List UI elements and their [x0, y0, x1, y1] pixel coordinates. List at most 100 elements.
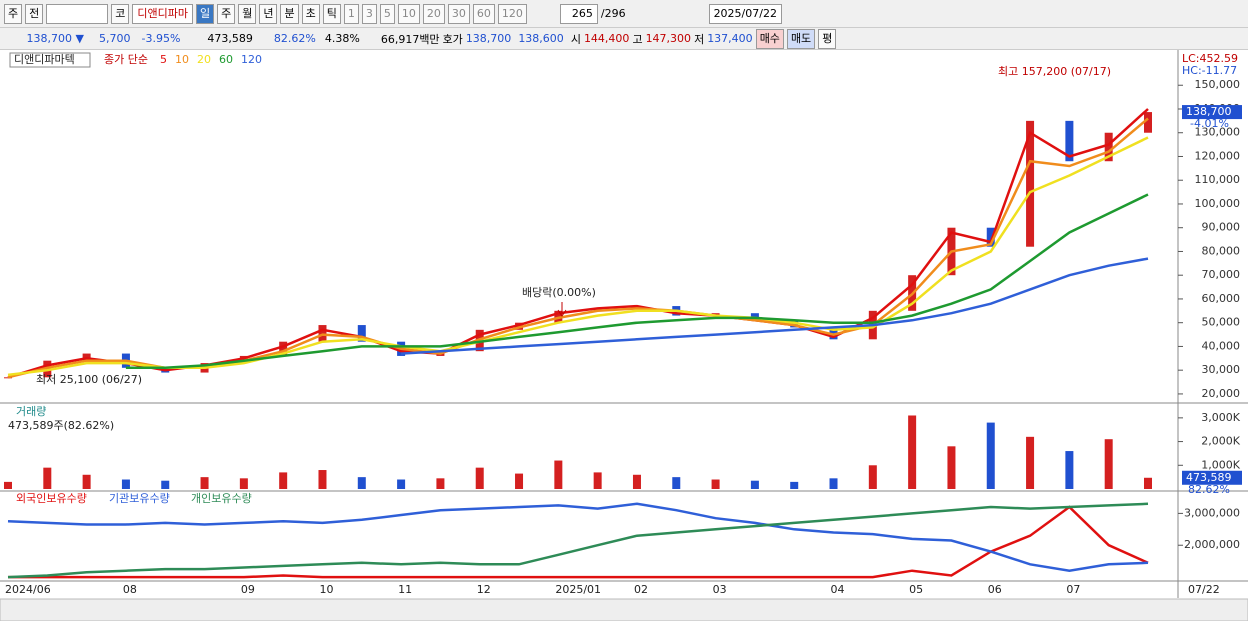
- volume-bar: [357, 477, 366, 489]
- buy-button[interactable]: 매수: [755, 28, 784, 49]
- holding-line: [7, 502, 1149, 579]
- period-button[interactable]: 월: [238, 3, 257, 24]
- period-button[interactable]: 틱: [322, 3, 341, 24]
- y-tick-label: 3,000K: [1201, 411, 1240, 424]
- volume-bar: [239, 478, 248, 489]
- period-button[interactable]: 분: [280, 3, 299, 24]
- volume-bar: [515, 473, 524, 489]
- volume-bar: [200, 477, 209, 489]
- volume-bar: [1026, 436, 1035, 489]
- dividend-arrow: [557, 302, 567, 317]
- candle: [357, 325, 366, 342]
- period-button[interactable]: 년: [259, 3, 278, 24]
- background: [0, 50, 1248, 621]
- interval-button[interactable]: 30: [447, 3, 470, 24]
- y-tick-label: 150,000: [1195, 78, 1241, 91]
- y-tick-label: 90,000: [1202, 221, 1241, 234]
- quote-low: 137,400: [707, 32, 753, 45]
- x-tick-label: 08: [123, 583, 137, 596]
- period-button[interactable]: 일: [195, 3, 215, 24]
- interval-button[interactable]: 120: [497, 3, 527, 24]
- candle: [1144, 112, 1152, 133]
- avg-button[interactable]: 평: [818, 28, 837, 49]
- x-tick-label: 09: [241, 583, 255, 596]
- y-tick-label: 50,000: [1202, 316, 1241, 329]
- last-price: 138,700: [1186, 105, 1232, 118]
- holding-line: [7, 502, 1149, 572]
- candle: [986, 227, 995, 247]
- legend-label: 개인보유수량: [191, 492, 252, 505]
- y-tick-label: 2,000,000: [1184, 538, 1240, 551]
- period-button[interactable]: 초: [301, 3, 320, 24]
- sell-button[interactable]: 매도: [786, 28, 816, 49]
- code-input[interactable]: 347850: [46, 3, 109, 24]
- ma-line: [125, 193, 1149, 370]
- quote-ask: 138,700: [465, 32, 512, 45]
- y-tick-label: 20,000: [1202, 387, 1241, 400]
- kind-button[interactable]: 코: [111, 3, 130, 24]
- volume-bar: [829, 478, 838, 489]
- y-tick-label: 2,000K: [1201, 435, 1240, 448]
- interval-button[interactable]: 3: [361, 3, 377, 24]
- x-tick-label: 07: [1066, 583, 1080, 596]
- y-tick-label: 40,000: [1202, 339, 1241, 352]
- y-tick-label: 100,000: [1195, 197, 1241, 210]
- date-input[interactable]: 2025/07/22: [708, 3, 782, 24]
- quote-amount: 66,917백만: [380, 32, 440, 46]
- volume-bar: [750, 480, 759, 489]
- y-tick-label: 80,000: [1202, 244, 1241, 257]
- interval-button[interactable]: 60: [472, 3, 495, 24]
- quote-low-label: 저: [694, 32, 705, 46]
- y-tick-label: 30,000: [1202, 363, 1241, 376]
- volume-bar: [43, 467, 52, 489]
- volume-bar: [868, 465, 877, 489]
- count-input[interactable]: 265: [559, 3, 598, 24]
- ma-line: [7, 136, 1149, 377]
- chart: 20,000 30,000 40,000 50,000 60,000 70,000 80,0…: [0, 50, 1248, 621]
- volume-bar: [1065, 451, 1074, 489]
- volume-bar: [947, 446, 956, 489]
- y-tick-label: 70,000: [1202, 268, 1241, 281]
- annotation: HC:-11.77: [1182, 64, 1237, 77]
- legend-label: 10: [175, 53, 189, 66]
- market-select[interactable]: 주: [4, 3, 23, 24]
- candle: [4, 377, 12, 379]
- volume-bar: [475, 467, 484, 489]
- y-tick-label: 110,000: [1195, 173, 1241, 186]
- volume-bar: [908, 415, 917, 489]
- volume-bar: [986, 422, 995, 489]
- interval-button[interactable]: 1: [343, 3, 359, 24]
- ma-line: [401, 257, 1149, 355]
- last-volume: 473,589: [1186, 471, 1232, 484]
- holding-line: [8, 505, 1149, 579]
- x-tick-label: 02: [634, 583, 648, 596]
- interval-button[interactable]: 10: [397, 3, 420, 24]
- candle: [279, 341, 288, 356]
- legend-box: [9, 52, 91, 68]
- volume-bar: [672, 477, 681, 489]
- volume-bar: [318, 470, 327, 489]
- x-last-label: 07/22: [1188, 583, 1220, 596]
- annotation: LC:452.59: [1182, 52, 1238, 65]
- interval-button[interactable]: 5: [379, 3, 395, 24]
- volume-bar: [593, 472, 602, 489]
- legend-label: 5: [160, 53, 167, 66]
- candle: [1026, 120, 1035, 247]
- quote-open: 144,400: [583, 32, 630, 45]
- y-tick-label: 1,000K: [1201, 458, 1240, 471]
- quote-vol-rate: 82.62%: [273, 32, 316, 45]
- y-tick-label: 120,000: [1195, 149, 1241, 162]
- interval-button[interactable]: 20: [422, 3, 445, 24]
- x-tick-label: 03: [713, 583, 727, 596]
- period-button[interactable]: 주: [217, 3, 236, 24]
- quote-price: 138,700 ▼: [26, 32, 84, 45]
- volume-bar: [436, 478, 445, 489]
- prev-button[interactable]: 전: [25, 3, 44, 24]
- legend-label: 기관보유수량: [109, 492, 170, 505]
- volume-bar: [397, 479, 406, 489]
- scrollbar[interactable]: [0, 598, 1248, 621]
- candle: [1065, 120, 1074, 162]
- quote-open-label: 시: [570, 32, 581, 46]
- annotation: 배당락(0.00%): [522, 286, 596, 299]
